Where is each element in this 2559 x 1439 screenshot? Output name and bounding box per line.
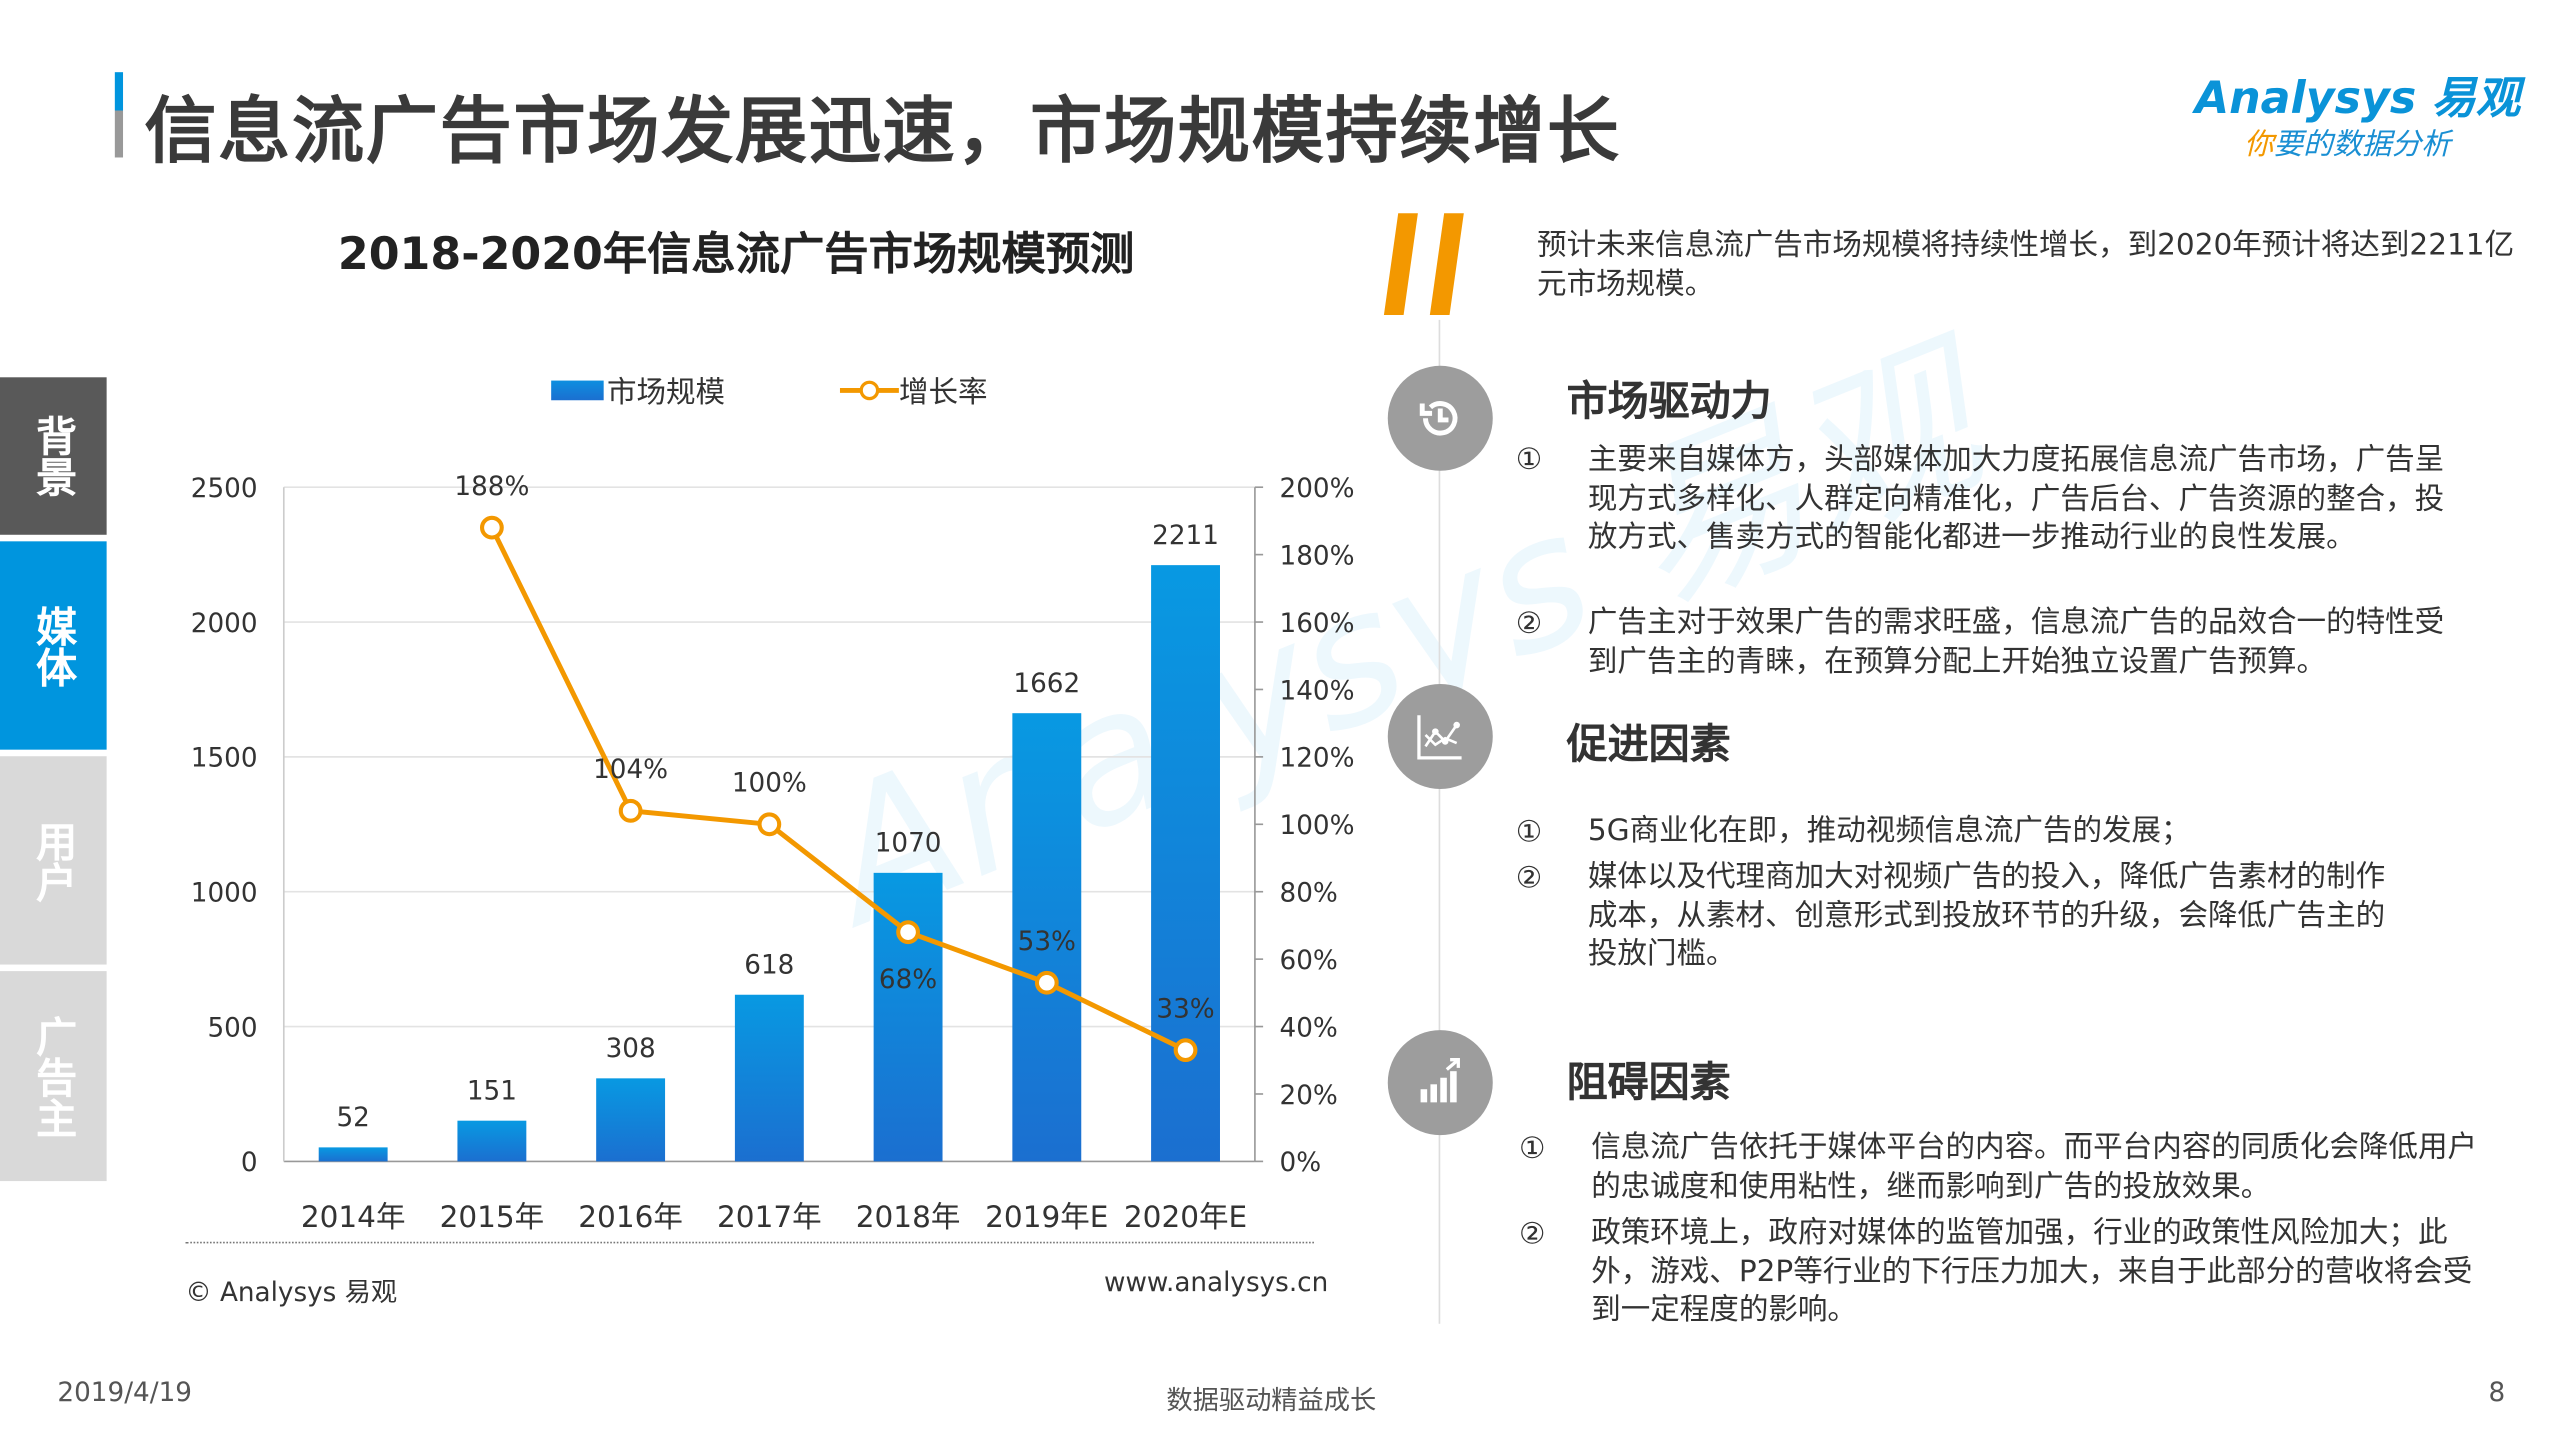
y2-tick-label: 120%	[1280, 744, 1355, 774]
list-item: 政策环境上，政府对媒体的监管加强，行业的政策性风险加大；此外，游戏、P2P等行业…	[1591, 1215, 2473, 1328]
bar	[734, 994, 804, 1162]
y2-tick-label: 180%	[1280, 541, 1355, 571]
legend-label: 市场规模	[606, 375, 726, 411]
y2-tick-label: 100%	[1280, 811, 1355, 841]
x-tick-label: 2017年	[717, 1200, 822, 1234]
item-number: ①	[1515, 442, 1543, 478]
growth-line	[489, 526, 1187, 1053]
growth-data-label: 33%	[1156, 994, 1214, 1024]
sidebar-item-advertisers[interactable]: 广告主	[0, 971, 107, 1182]
copyright: © Analysys 易观	[185, 1276, 398, 1308]
list-item: 信息流广告依托于媒体平台的内容。而平台内容的同质化会降低用户的忠诚度和使用粘性，…	[1591, 1130, 2478, 1204]
legend-bar-swatch	[551, 380, 604, 401]
bar-data-label: 1070	[875, 829, 942, 859]
y2-tick-label: 80%	[1280, 879, 1338, 909]
x-tick-label: 2019年E	[985, 1200, 1108, 1234]
growth-point	[479, 515, 504, 540]
y2-tick-label: 60%	[1280, 946, 1338, 976]
y-tick-label: 1000	[191, 879, 258, 909]
growth-point	[896, 920, 920, 945]
bar-data-label: 308	[606, 1034, 656, 1064]
list-item: 媒体以及代理商加大对视频广告的投入，降低广告素材的制作成本，从素材、创意形式到投…	[1587, 859, 2386, 972]
y2-tick-label: 200%	[1280, 474, 1355, 504]
item-number: ①	[1519, 1131, 1546, 1167]
list-item: 广告主对于效果广告的需求旺盛，信息流广告的品效合一的特性受到广告主的青睐，在预算…	[1587, 605, 2445, 679]
x-tick-label: 2018年	[856, 1200, 961, 1234]
legend-item-market-size: 市场规模	[551, 369, 725, 412]
list-item: 5G商业化在即，推动视频信息流广告的发展；	[1587, 813, 2191, 849]
scatter-chart-icon	[1387, 684, 1493, 790]
y-tick-label: 2500	[191, 474, 258, 504]
legend-line-swatch	[839, 380, 899, 401]
title-accent-bar	[114, 72, 124, 158]
y2-tick-label: 140%	[1280, 676, 1355, 706]
section-title: 市场驱动力	[1566, 377, 1772, 425]
bar-data-label: 52	[336, 1103, 369, 1133]
x-tick-label: 2016年	[578, 1200, 683, 1234]
x-tick-label: 2020年E	[1124, 1200, 1247, 1234]
y-tick-label: 1500	[191, 744, 258, 774]
bar	[1012, 713, 1082, 1162]
item-number: ②	[1515, 861, 1543, 896]
x-tick-label: 2014年	[301, 1200, 406, 1234]
growth-data-label: 188%	[454, 472, 529, 502]
growth-data-label: 53%	[1018, 927, 1076, 957]
item-number: ②	[1515, 606, 1543, 642]
y-tick-label: 2000	[191, 609, 258, 639]
y2-tick-label: 40%	[1280, 1013, 1338, 1043]
intro-text: 预计未来信息流广告市场规模将持续性增长，到2020年预计将达到2211亿元市场规…	[1537, 228, 2515, 302]
legend-item-growth-rate: 增长率	[839, 369, 988, 412]
bar-data-label: 151	[467, 1076, 517, 1106]
growth-data-label: 68%	[879, 965, 937, 995]
item-number: ②	[1519, 1217, 1546, 1252]
logo: Analysys 易观	[2194, 73, 2521, 125]
list-item: 主要来自媒体方，头部媒体加大力度拓展信息流广告市场，广告呈现方式多样化、人群定向…	[1587, 442, 2445, 555]
logo-tagline: 你要的数据分析	[2244, 121, 2451, 164]
item-number: ①	[1515, 815, 1543, 850]
source-url[interactable]: www.analysys.cn	[1103, 1266, 1329, 1298]
growth-point	[1034, 970, 1059, 995]
page-title: 信息流广告市场发展迅速，市场规模持续增长	[144, 90, 1621, 174]
sidebar-item-background[interactable]: 背景	[0, 377, 107, 535]
page-number: 8	[2488, 1376, 2506, 1408]
bar-data-label: 1662	[1013, 669, 1080, 699]
growth-data-label: 100%	[732, 768, 807, 798]
footer-date: 2019/4/19	[57, 1376, 193, 1408]
growth-point	[757, 812, 782, 837]
legend-label: 增长率	[898, 375, 988, 411]
y2-tick-label: 20%	[1280, 1081, 1338, 1111]
bar	[457, 1120, 527, 1162]
source-divider	[185, 1241, 1314, 1244]
y-tick-label: 0	[241, 1148, 258, 1178]
section-title: 促进因素	[1566, 720, 1731, 768]
bar-chart-up-icon	[1387, 1030, 1493, 1136]
chart-title: 2018-2020年信息流广告市场规模预测	[337, 229, 1135, 281]
growth-point	[1173, 1038, 1198, 1063]
bar-data-label: 618	[744, 950, 794, 980]
section-title: 阻碍因素	[1566, 1058, 1731, 1106]
bar	[596, 1078, 666, 1162]
bar-data-label: 2211	[1152, 521, 1219, 551]
y2-tick-label: 160%	[1280, 609, 1355, 639]
sidebar-item-media[interactable]: 媒体	[0, 541, 107, 750]
y-tick-label: 500	[207, 1013, 257, 1043]
sidebar-item-users[interactable]: 用户	[0, 756, 107, 965]
growth-data-label: 104%	[593, 755, 668, 785]
growth-point	[618, 798, 643, 823]
timeline-line	[1438, 319, 1441, 1324]
logo-tagline-rest: 要的数据分析	[2273, 127, 2451, 163]
logo-tagline-first: 你	[2244, 127, 2274, 163]
footer-slogan: 数据驱动精益成长	[1166, 1384, 1377, 1416]
bar	[318, 1147, 388, 1162]
bar	[1151, 565, 1220, 1162]
history-clock-icon	[1387, 365, 1493, 471]
x-tick-label: 2015年	[440, 1200, 545, 1234]
y2-tick-label: 0%	[1280, 1148, 1322, 1178]
